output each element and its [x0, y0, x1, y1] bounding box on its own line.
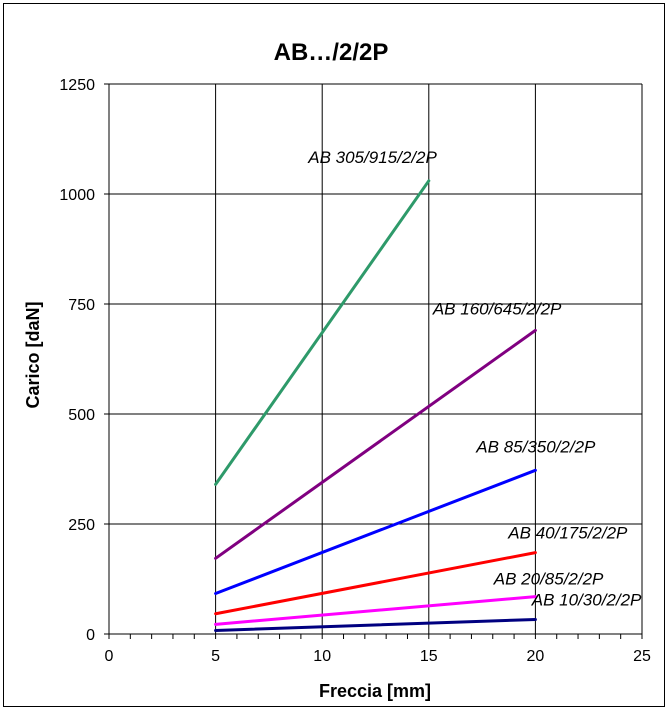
grid: [109, 83, 643, 634]
y-tick-label: 250: [68, 517, 95, 534]
series-label: AB 160/645/2/2P: [432, 299, 562, 318]
series-line: [214, 551, 537, 616]
series-label: AB 40/175/2/2P: [507, 524, 628, 543]
series-label: AB 20/85/2/2P: [493, 570, 604, 589]
y-tick-label: 1250: [59, 77, 95, 94]
chart-title: AB…/2/2P: [274, 39, 389, 66]
series-label: AB 10/30/2/2P: [531, 590, 642, 609]
x-tick-label: 15: [420, 648, 438, 665]
series-line: [214, 179, 431, 486]
y-tick-label: 750: [68, 297, 95, 314]
series-label: AB 85/350/2/2P: [475, 437, 596, 456]
y-tick-label: 0: [86, 627, 95, 644]
series-line: [214, 617, 537, 632]
series-line: [214, 595, 537, 626]
y-axis-label: Carico [daN]: [23, 301, 43, 408]
x-tick-label: 5: [211, 648, 220, 665]
x-tick-label: 10: [313, 648, 331, 665]
series-line: [214, 328, 537, 560]
x-tick-label: 0: [105, 648, 114, 665]
series-line: [214, 468, 537, 596]
series-lines: [214, 179, 537, 632]
x-tick-label: 20: [527, 648, 545, 665]
series-label: AB 305/915/2/2P: [307, 148, 437, 167]
series-labels: AB 305/915/2/2P AB 160/645/2/2P AB 85/350/…: [307, 148, 642, 610]
x-axis-label: Freccia [mm]: [319, 681, 431, 701]
axes: [104, 83, 643, 639]
x-tick-label: 25: [633, 648, 651, 665]
y-tick-label: 500: [68, 407, 95, 424]
y-tick-label: 1000: [59, 187, 95, 204]
